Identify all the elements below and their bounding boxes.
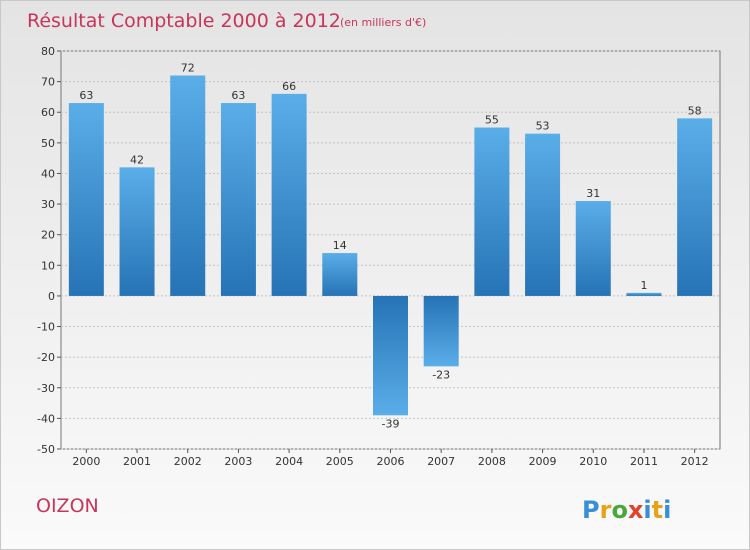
y-tick-label: -20 (37, 351, 55, 364)
logo-letter: P (582, 496, 600, 524)
y-tick-label: -50 (37, 443, 55, 456)
x-tick-label-2006: 2006 (377, 455, 405, 468)
x-tick-label-2002: 2002 (174, 455, 202, 468)
x-tick-label-2012: 2012 (681, 455, 709, 468)
bar-2007 (423, 295, 459, 367)
chart-subtitle: (en milliers d'€) (340, 16, 426, 29)
x-tick-label-2007: 2007 (427, 455, 455, 468)
data-label-2002: 72 (181, 61, 195, 74)
x-tick-label-2004: 2004 (275, 455, 303, 468)
bar-2010 (575, 201, 611, 296)
bar-2006 (373, 295, 408, 416)
y-tick-label: 50 (41, 137, 55, 150)
y-tick-label: -30 (37, 382, 55, 395)
logo-letter: r (600, 496, 612, 524)
data-label-2001: 42 (130, 153, 144, 166)
data-label-2009: 53 (536, 120, 550, 133)
data-label-2010: 31 (586, 187, 600, 200)
chart-title: Résultat Comptable 2000 à 2012 (27, 10, 341, 32)
x-axis-ticks: 2000 2001 2002 2003 2004 2005 2006 2007 2008 2009… (72, 449, 709, 468)
data-label-2000: 63 (79, 89, 93, 102)
commune-name: OIZON (36, 495, 99, 517)
x-tick-label-2001: 2001 (123, 455, 151, 468)
x-tick-label-2000: 2000 (72, 455, 100, 468)
data-label-2011: 1 (640, 279, 647, 292)
data-label-2003: 63 (231, 89, 245, 102)
bar-2011 (626, 292, 662, 296)
data-label-2008: 55 (485, 114, 499, 127)
bar-2009 (525, 133, 561, 296)
bar-2008 (474, 127, 510, 296)
bar-2002 (170, 75, 206, 296)
y-tick-label: 20 (41, 229, 55, 242)
data-label-2006: -39 (382, 417, 400, 430)
x-tick-label-2003: 2003 (224, 455, 252, 468)
x-tick-label-2005: 2005 (326, 455, 354, 468)
bar-2012 (677, 118, 713, 296)
x-tick-label-2009: 2009 (529, 455, 557, 468)
y-tick-label: -10 (37, 321, 55, 334)
data-label-2007: -23 (432, 368, 450, 381)
y-tick-label: 0 (48, 290, 55, 303)
logo-letter: x (628, 496, 644, 524)
y-tick-label: 70 (41, 76, 55, 89)
data-label-2005: 14 (333, 239, 347, 252)
x-tick-label-2008: 2008 (478, 455, 506, 468)
bars (68, 75, 713, 416)
y-axis-ticks: 80 70 60 50 40 30 20 10 0 -10 -20 -30 -40 -50 (37, 45, 61, 456)
y-tick-label: -40 (37, 412, 55, 425)
logo-letter: t (652, 496, 663, 524)
proxiti-logo: Proxiti (582, 496, 671, 524)
logo-letter: o (611, 496, 628, 524)
x-tick-label-2010: 2010 (579, 455, 607, 468)
x-tick-label-2011: 2011 (630, 455, 658, 468)
data-label-2012: 58 (688, 104, 702, 117)
data-label-2004: 66 (282, 80, 296, 93)
bar-2004 (271, 93, 307, 296)
y-tick-label: 10 (41, 259, 55, 272)
y-tick-label: 80 (41, 45, 55, 58)
bar-2000 (68, 103, 104, 296)
y-tick-label: 60 (41, 106, 55, 119)
data-labels: 63 42 72 63 66 14 -39 -23 55 53 31 1 58 (79, 61, 701, 430)
logo-letter: i (643, 496, 651, 524)
y-tick-label: 30 (41, 198, 55, 211)
bar-2001 (119, 167, 155, 296)
y-tick-label: 40 (41, 167, 55, 180)
logo-letter: i (663, 496, 671, 524)
bar-2005 (322, 253, 358, 296)
bar-2003 (220, 103, 256, 296)
